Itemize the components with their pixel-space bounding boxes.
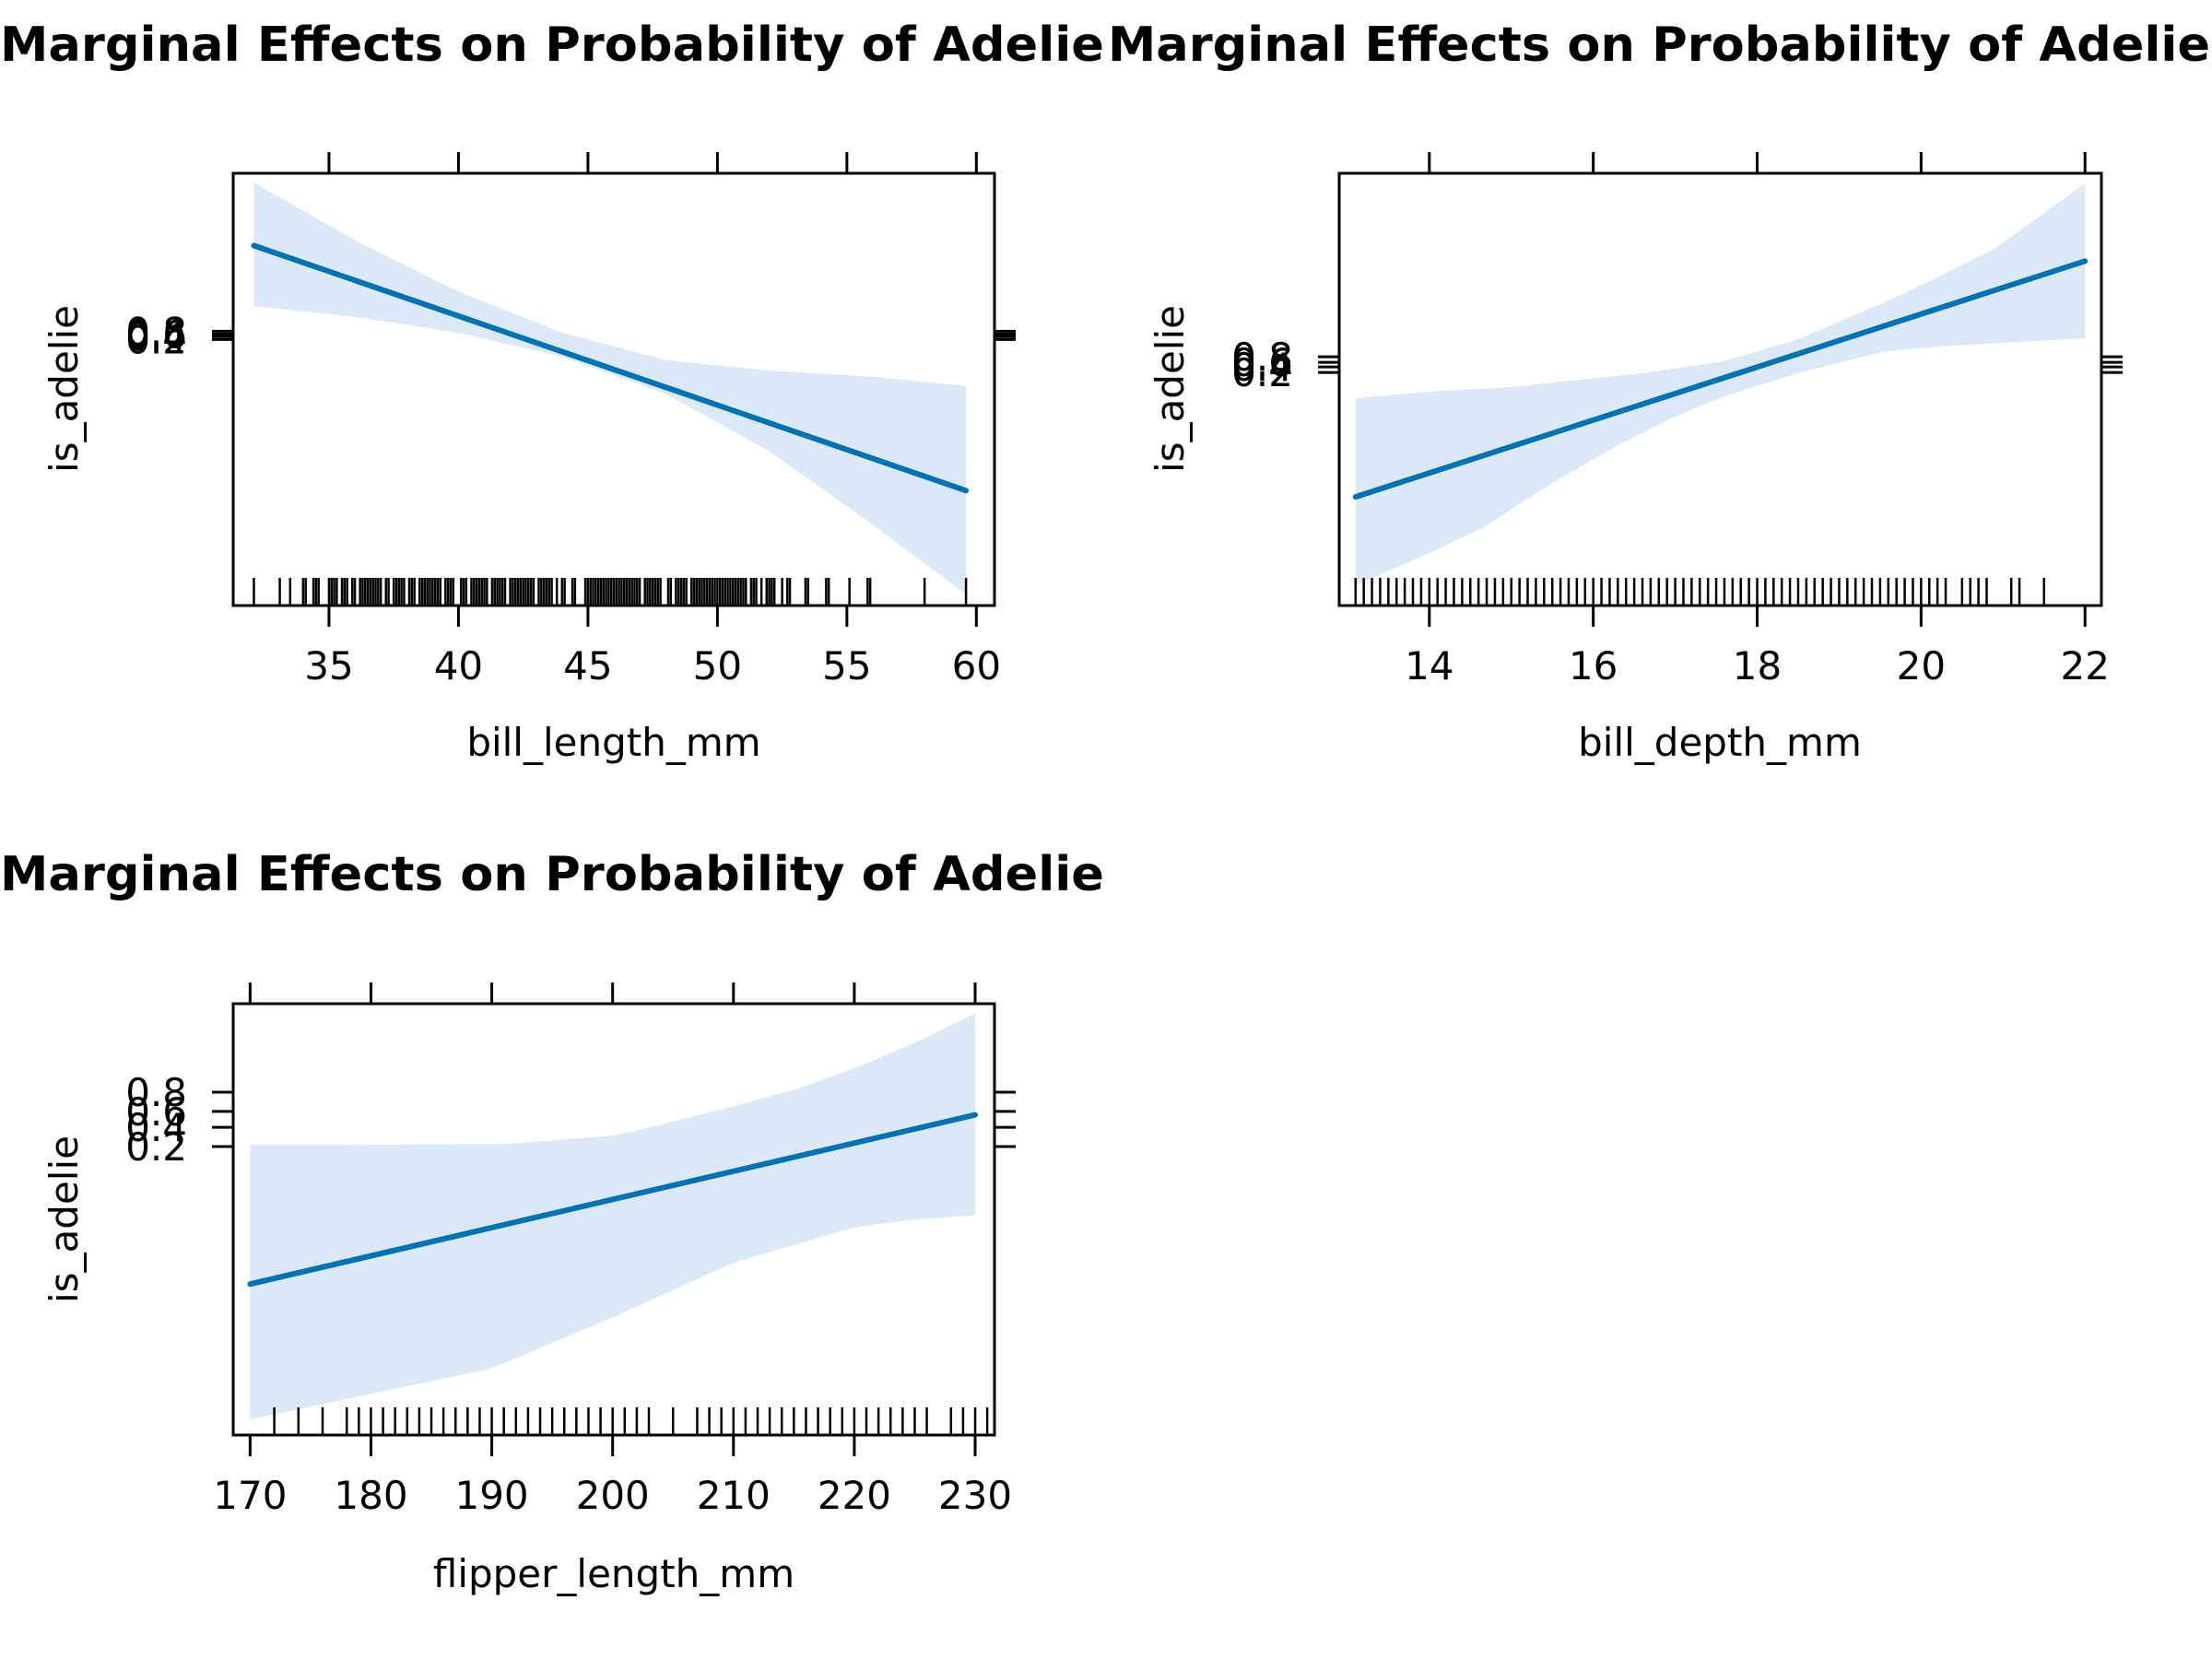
y-tick-label: 0.8 xyxy=(125,309,187,354)
y-tick-label: 0.6 xyxy=(125,312,187,358)
x-tick-label: 170 xyxy=(213,1473,287,1518)
panel-bill-depth: Marginal Effects on Probability of Adeli… xyxy=(1108,18,2210,765)
x-tick-label: 200 xyxy=(576,1473,650,1518)
fitted-line xyxy=(247,1112,978,1288)
x-tick-label: 50 xyxy=(693,643,742,688)
x-axis-label: bill_length_mm xyxy=(466,720,760,765)
rug xyxy=(1354,578,2046,606)
y-tick-label: 0.6 xyxy=(1231,340,1293,385)
fitted-line xyxy=(251,242,970,494)
x-tick-label: 230 xyxy=(938,1473,1012,1518)
y-tick-label: 0.8 xyxy=(1231,335,1293,380)
y-tick-label: 0.2 xyxy=(125,1124,187,1170)
rug xyxy=(253,578,968,606)
y-tick-label: 0.2 xyxy=(1231,350,1293,395)
x-tick-label: 35 xyxy=(304,643,353,688)
x-tick-label: 60 xyxy=(952,643,1001,688)
plot-area: 170 180 190 200 210 220 230 0.20.40.60.8 xyxy=(125,982,1016,1518)
x-tick-label: 180 xyxy=(334,1473,407,1518)
confidence-band xyxy=(1355,183,2086,585)
y-tick-label: 0.4 xyxy=(125,1105,187,1150)
y-axis-label: is_adelie xyxy=(1147,305,1193,473)
plot-area: 35 40 45 50 55 60 0.20.40.60.8 xyxy=(125,152,1016,688)
confidence-band xyxy=(250,1013,975,1419)
x-tick-label: 210 xyxy=(697,1473,771,1518)
plot-area: 14 16 18 20 22 0.20.40.60.8 xyxy=(1231,152,2123,688)
x-tick-label: 14 xyxy=(1405,643,1453,688)
x-tick-label: 22 xyxy=(2060,643,2109,688)
y-tick-label: 0.4 xyxy=(1231,345,1293,390)
rug xyxy=(273,1407,989,1435)
x-tick-label: 55 xyxy=(822,643,871,688)
y-tick-label: 0.8 xyxy=(125,1070,187,1115)
x-axis-label: flipper_length_mm xyxy=(433,1551,794,1596)
x-tick-label: 20 xyxy=(1897,643,1946,688)
panel-title: Marginal Effects on Probability of Adeli… xyxy=(0,18,1104,73)
x-axis-label: bill_depth_mm xyxy=(1578,720,1862,765)
plot-frame xyxy=(231,171,996,607)
x-tick-label: 190 xyxy=(454,1473,528,1518)
plot-frame xyxy=(1337,171,2103,607)
panel-flipper-length: Marginal Effects on Probability of Adeli… xyxy=(0,847,1104,1596)
fitted-line xyxy=(1352,258,2088,500)
x-tick-label: 45 xyxy=(563,643,612,688)
x-tick-label: 18 xyxy=(1733,643,1782,688)
x-tick-label: 16 xyxy=(1569,643,1618,688)
y-axis-label: is_adelie xyxy=(41,305,87,473)
x-tick-label: 40 xyxy=(434,643,483,688)
panel-title: Marginal Effects on Probability of Adeli… xyxy=(1108,18,2210,73)
confidence-band xyxy=(253,182,967,594)
panel-bill-length: Marginal Effects on Probability of Adeli… xyxy=(0,18,1104,765)
y-tick-label: 0.2 xyxy=(125,317,187,362)
y-tick-label: 0.6 xyxy=(125,1089,187,1135)
y-axis-label: is_adelie xyxy=(41,1135,87,1303)
y-tick-label: 0.4 xyxy=(125,314,187,359)
x-tick-label: 220 xyxy=(818,1473,891,1518)
panel-title: Marginal Effects on Probability of Adeli… xyxy=(0,847,1104,902)
